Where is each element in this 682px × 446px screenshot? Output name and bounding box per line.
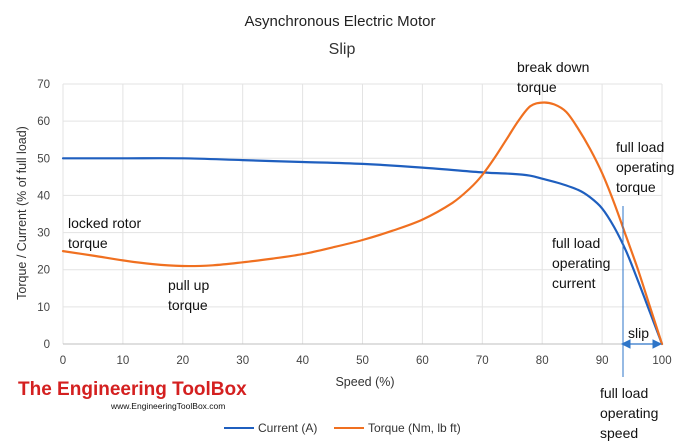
- brand-name: The Engineering ToolBox: [18, 379, 247, 400]
- x-tick-label: 50: [356, 355, 369, 367]
- x-tick-label: 40: [296, 355, 309, 367]
- y-tick-label: 40: [37, 190, 50, 202]
- y-axis-label: Torque / Current (% of full load): [15, 126, 29, 300]
- x-tick-label: 0: [60, 355, 66, 367]
- legend-label-current: Current (A): [258, 421, 317, 435]
- tick-labels: 0 10 20 30 40 50 60 70 80 90 100 0 10 20 30 40 50 60 70: [37, 79, 671, 367]
- legend: Current (A) Torque (Nm, lb ft): [224, 421, 461, 435]
- series-line-current: [61, 157, 664, 346]
- annotation-pull-up-torque: pull up torque: [168, 277, 213, 313]
- x-tick-label: 60: [416, 355, 429, 367]
- annotation-break-down-torque: break down torque: [517, 59, 593, 95]
- slip-arrow: [620, 339, 663, 349]
- chart-subtitle: Slip: [329, 41, 356, 58]
- annotations: locked rotor torque pull up torque break…: [68, 59, 678, 441]
- x-tick-label: 80: [536, 355, 549, 367]
- x-tick-label: 70: [476, 355, 489, 367]
- y-tick-label: 10: [37, 302, 50, 314]
- y-tick-label: 60: [37, 116, 50, 128]
- series-lines: [61, 101, 664, 346]
- y-tick-label: 30: [37, 228, 50, 240]
- engineering-toolbox-logo: The Engineering ToolBox www.EngineeringT…: [18, 379, 247, 411]
- annotation-locked-rotor-torque: locked rotor torque: [68, 215, 145, 251]
- x-tick-label: 90: [596, 355, 609, 367]
- y-tick-label: 20: [37, 265, 50, 277]
- x-axis-label: Speed (%): [335, 375, 394, 389]
- y-tick-label: 0: [44, 339, 50, 351]
- x-tick-label: 30: [236, 355, 249, 367]
- annotation-full-load-operating-torque: full load operating torque: [616, 139, 678, 195]
- y-tick-label: 70: [37, 79, 50, 91]
- annotation-full-load-operating-current: full load operating current: [552, 235, 614, 291]
- annotation-slip: slip: [628, 325, 649, 341]
- grid-lines: [62, 83, 663, 344]
- series-line-torque: [61, 101, 664, 346]
- y-tick-label: 50: [37, 153, 50, 165]
- brand-url: www.EngineeringToolBox.com: [110, 401, 225, 411]
- x-tick-label: 10: [117, 355, 130, 367]
- x-tick-label: 20: [176, 355, 189, 367]
- x-tick-label: 100: [652, 355, 671, 367]
- annotation-full-load-operating-speed: full load operating speed: [600, 385, 662, 441]
- chart-title: Asynchronous Electric Motor: [245, 13, 436, 30]
- legend-label-torque: Torque (Nm, lb ft): [368, 421, 461, 435]
